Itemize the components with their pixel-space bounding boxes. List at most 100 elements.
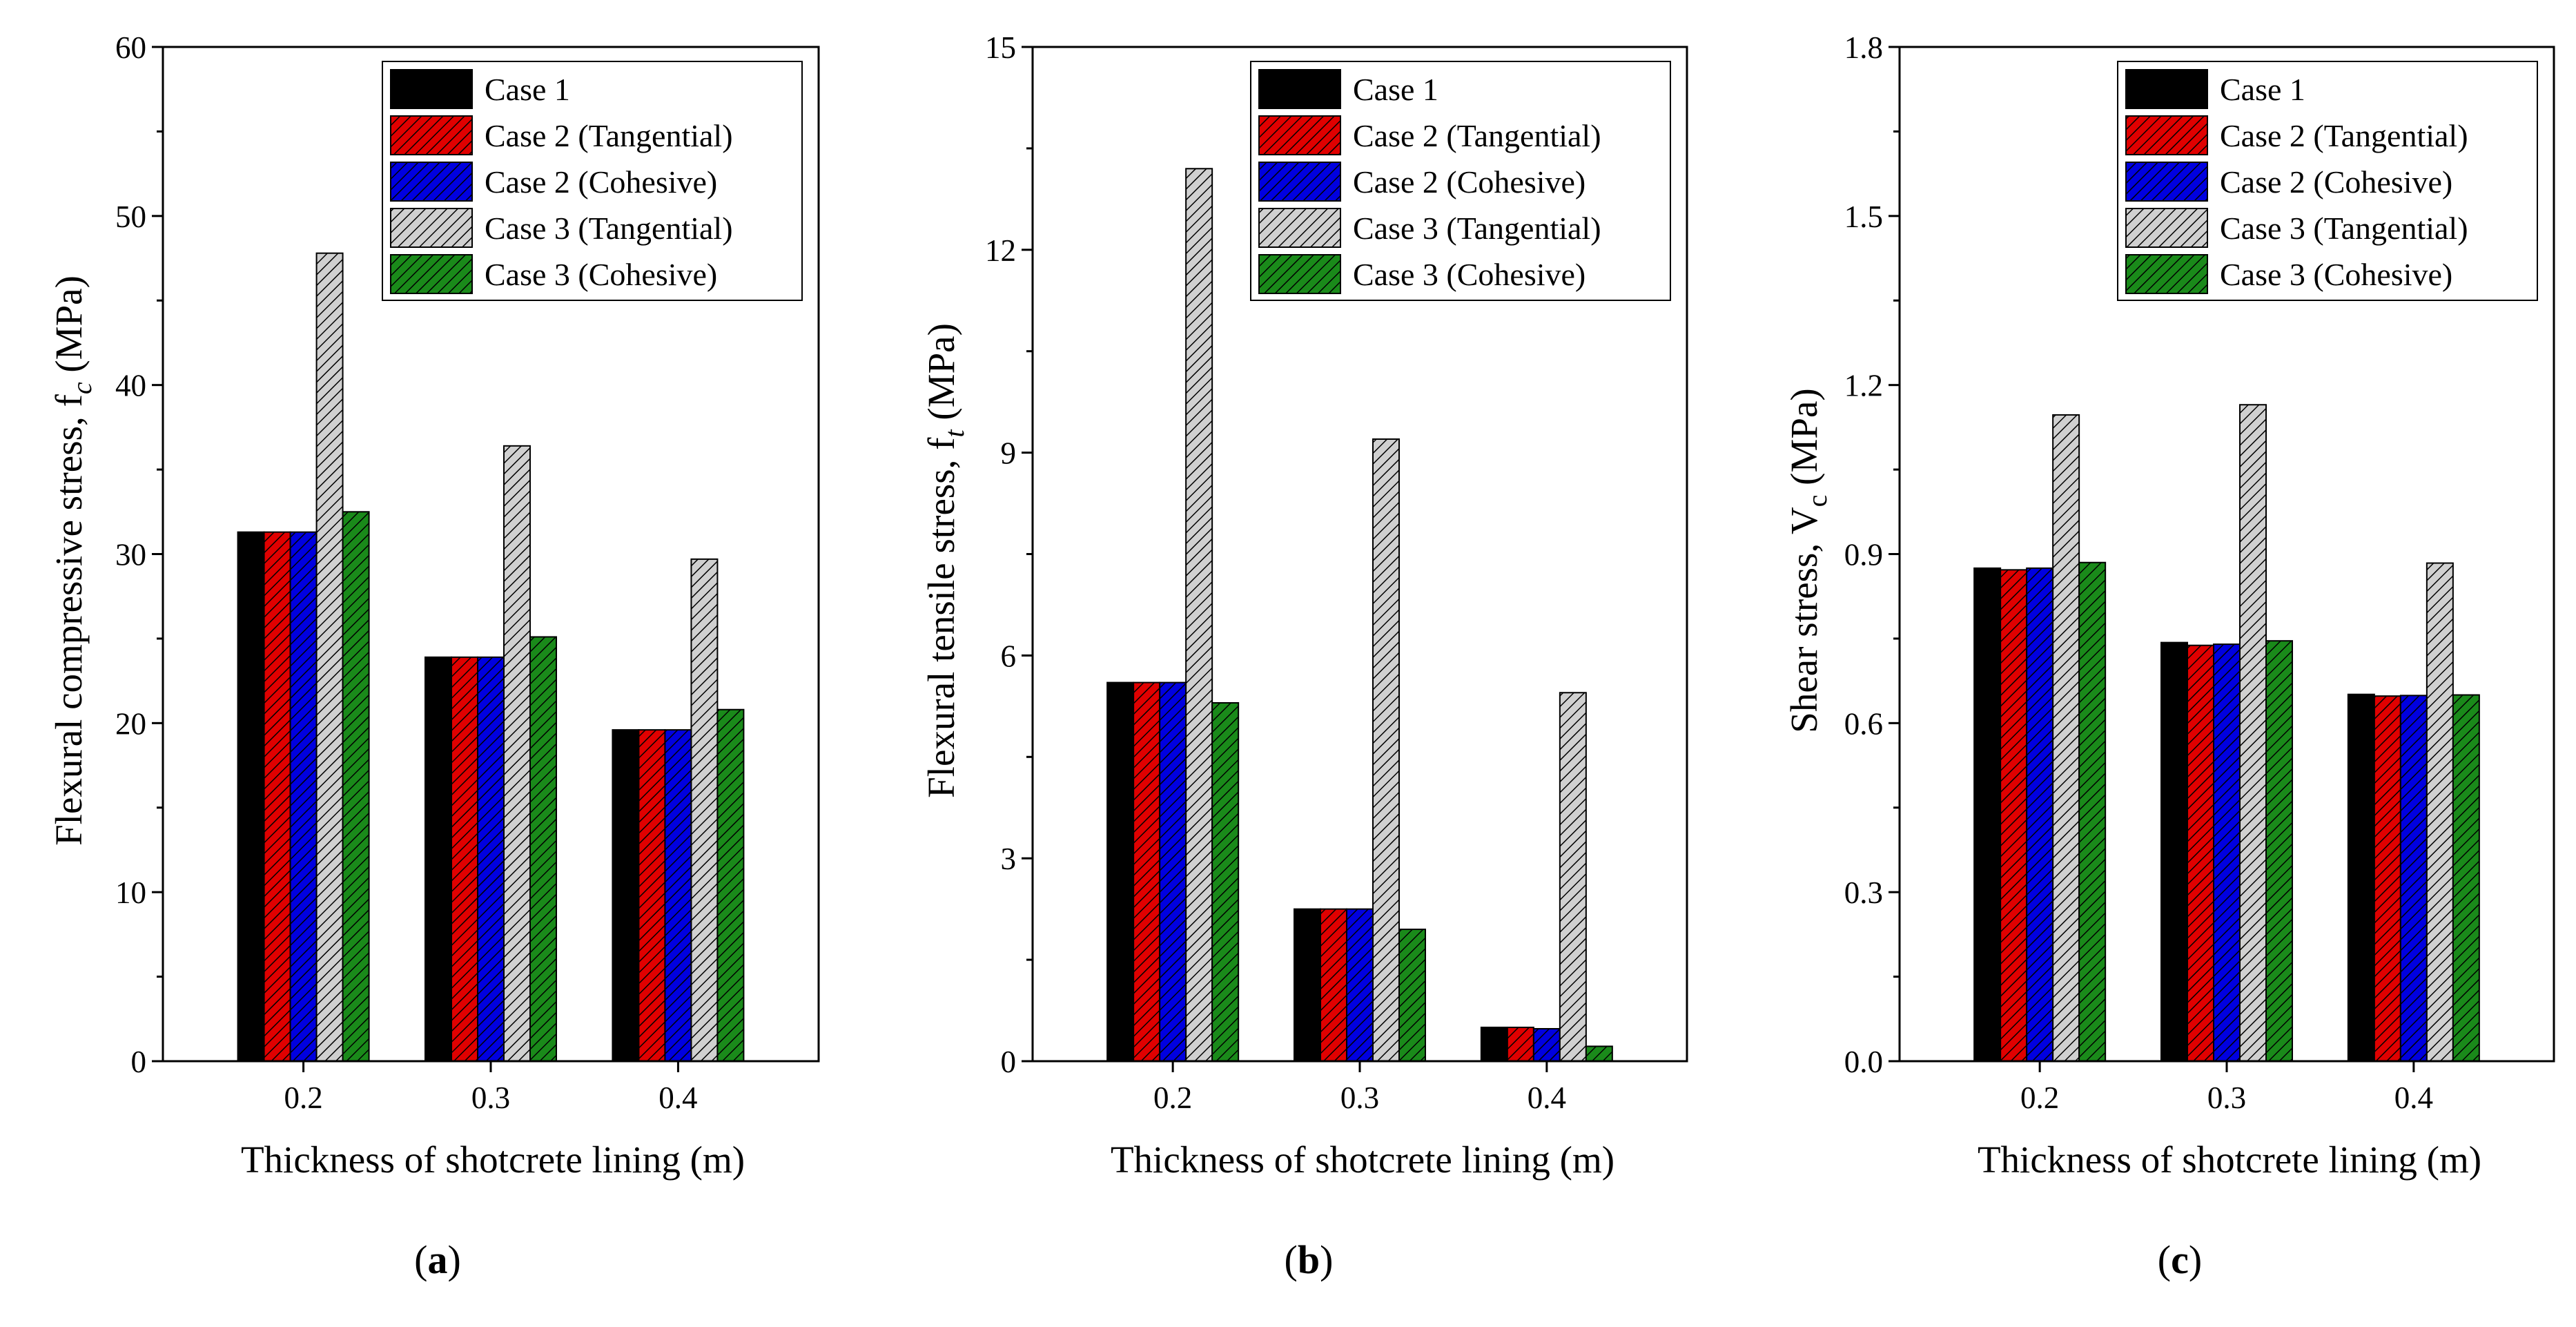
y-axis-title-a-main: Flexural compressive stress, f (48, 394, 90, 845)
y-axis-title-b: Flexural tensile stress, ft (MPa) (920, 323, 970, 798)
x-tick-label-b-0: 0.2 (1153, 1081, 1192, 1115)
legend-swatch-c-2 (2125, 162, 2208, 202)
y-tick-label-b-3: 9 (1001, 436, 1017, 471)
y-axis-title-c-main: Shear stress, V (1783, 507, 1825, 733)
bar-a-s1-c2 (638, 729, 666, 1063)
x-axis-title-a: Thickness of shotcrete lining (m) (241, 1139, 745, 1181)
y-tick-label-b-0: 0 (1001, 1045, 1017, 1079)
y-axis-title-c: Shear stress, Vc (MPa) (1783, 388, 1833, 733)
bar-c-s0-c1 (2160, 641, 2188, 1062)
y-tick-label-a-2: 20 (115, 706, 146, 741)
legend-a: Case 1 Case 2 (Tangential) Case 2 (Cohesiv… (382, 61, 803, 301)
bar-b-s0-c1 (1294, 908, 1321, 1063)
y-tick-label-c-2: 0.6 (1844, 706, 1883, 741)
bar-b-s4-c0 (1211, 701, 1240, 1062)
y-tick-label-a-6: 60 (115, 30, 146, 65)
legend-swatch-b-1 (1258, 115, 1341, 155)
bar-c-s2-c2 (2399, 695, 2428, 1062)
bar-c-s4-c1 (2265, 640, 2293, 1062)
x-tick-label-c-0: 0.2 (2020, 1081, 2059, 1115)
y-axis-title-c-unit: (MPa) (1783, 388, 1825, 494)
bar-a-s4-c0 (342, 511, 370, 1062)
bar-b-s1-c0 (1133, 681, 1161, 1062)
panel-label-b: (b) (1285, 1237, 1334, 1282)
y-axis-title-a-sub: c (66, 382, 97, 394)
legend-label-a-1: Case 2 (Tangential) (485, 118, 733, 153)
y-tick-label-b-5: 15 (985, 30, 1016, 65)
bar-b-s2-c0 (1159, 681, 1187, 1062)
bar-c-s0-c2 (2347, 693, 2375, 1062)
bar-a-s1-c0 (263, 531, 291, 1062)
legend-label-b-4: Case 3 (Cohesive) (1353, 257, 1585, 292)
y-tick-label-b-2: 6 (1001, 639, 1017, 673)
legend-label-b-0: Case 1 (1353, 72, 1438, 107)
bar-a-s2-c2 (664, 729, 692, 1063)
legend-swatch-a-2 (390, 162, 473, 202)
bar-b-s2-c2 (1532, 1027, 1561, 1062)
panel-label-c-letter: c (2171, 1237, 2189, 1282)
y-tick-label-c-0: 0.0 (1844, 1045, 1883, 1079)
legend-label-b-3: Case 3 (Tangential) (1353, 211, 1601, 246)
legend-swatch-b-4 (1258, 254, 1341, 294)
legend-swatch-c-3 (2125, 208, 2208, 248)
legend-c: Case 1 Case 2 (Tangential) Case 2 (Cohesiv… (2117, 61, 2538, 301)
legend-label-c-3: Case 3 (Tangential) (2220, 211, 2468, 246)
bar-b-s1-c2 (1506, 1027, 1534, 1062)
plot-area-b: 0 3 6 9 12 15 0.2 0.3 0.4 Case 1 Case 2 (Tangentia… (985, 30, 1688, 1115)
x-tick-label-a-1: 0.3 (471, 1081, 510, 1115)
y-axis-title-b-unit: (MPa) (920, 323, 962, 429)
legend-label-a-2: Case 2 (Cohesive) (485, 164, 717, 200)
x-tick-label-c-2: 0.4 (2394, 1081, 2433, 1115)
bar-a-s0-c1 (425, 656, 452, 1062)
bar-b-s4-c2 (1585, 1045, 1613, 1063)
legend-label-b-1: Case 2 (Tangential) (1353, 118, 1601, 153)
bar-b-s3-c0 (1185, 168, 1213, 1062)
chart-panel-b: 0 3 6 9 12 15 0.2 0.3 0.4 Case 1 Case 2 (Tangentia… (920, 30, 1688, 1282)
bar-b-s3-c2 (1559, 692, 1587, 1062)
bar-c-s3-c2 (2426, 562, 2454, 1062)
legend-b: Case 1 Case 2 (Tangential) Case 2 (Cohesiv… (1250, 61, 1671, 301)
legend-label-a-3: Case 3 (Tangential) (485, 211, 733, 246)
y-axis-title-b-sub: t (939, 429, 970, 438)
legend-swatch-c-4 (2125, 254, 2208, 294)
legend-label-c-2: Case 2 (Cohesive) (2220, 164, 2452, 200)
bar-c-s3-c0 (2052, 414, 2080, 1062)
y-tick-label-a-5: 50 (115, 200, 146, 234)
bar-a-s3-c2 (690, 558, 719, 1062)
bar-a-s0-c2 (612, 729, 640, 1063)
bar-c-s4-c2 (2452, 694, 2480, 1062)
legend-swatch-b-3 (1258, 208, 1341, 248)
legend-label-a-0: Case 1 (485, 72, 570, 107)
legend-swatch-a-1 (390, 115, 473, 155)
bar-c-s3-c1 (2239, 404, 2267, 1062)
y-tick-label-a-0: 0 (131, 1045, 147, 1079)
bar-b-s0-c2 (1480, 1027, 1508, 1062)
legend-swatch-a-4 (390, 254, 473, 294)
bar-c-s2-c1 (2213, 643, 2241, 1062)
legend-swatch-c-1 (2125, 115, 2208, 155)
panel-label-a: (a) (414, 1237, 461, 1282)
bar-a-s3-c0 (315, 252, 344, 1062)
legend-swatch-a-3 (390, 208, 473, 248)
x-axis-title-c: Thickness of shotcrete lining (m) (1978, 1139, 2481, 1181)
y-axis-title-a: Flexural compressive stress, fc (MPa) (48, 275, 97, 846)
bar-c-s0-c0 (1973, 567, 2002, 1062)
y-tick-label-c-1: 0.3 (1844, 875, 1883, 910)
legend-swatch-c-0 (2125, 69, 2208, 109)
x-tick-label-a-2: 0.4 (658, 1081, 697, 1115)
panel-label-b-letter: b (1298, 1237, 1320, 1282)
bar-b-s3-c1 (1372, 438, 1400, 1062)
x-tick-label-c-1: 0.3 (2207, 1081, 2246, 1115)
y-axis-title-b-main: Flexural tensile stress, f (920, 437, 962, 798)
bar-b-s4-c1 (1398, 929, 1426, 1063)
bar-a-s0-c0 (237, 531, 265, 1062)
y-tick-label-b-4: 12 (985, 233, 1016, 268)
y-tick-label-c-4: 1.2 (1844, 369, 1883, 403)
y-tick-label-b-1: 3 (1001, 842, 1017, 876)
panel-label-c: (c) (2158, 1237, 2202, 1282)
bar-c-s1-c1 (2187, 644, 2214, 1062)
y-tick-label-a-1: 10 (115, 875, 146, 910)
